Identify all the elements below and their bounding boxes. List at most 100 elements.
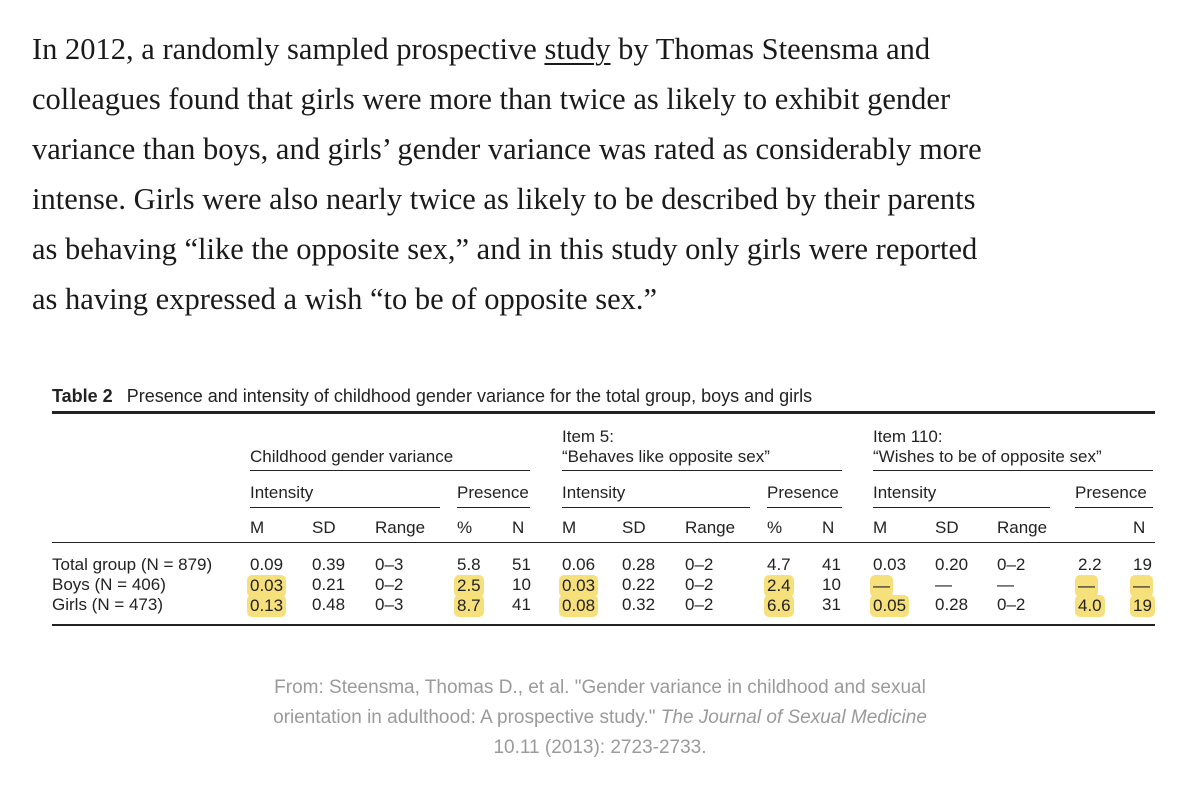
rule (250, 470, 530, 471)
cell: 0.48 (312, 595, 346, 614)
column-header: Range (685, 518, 736, 537)
column-header: SD (935, 518, 959, 537)
subheader: Presence (1075, 483, 1147, 502)
column-header: % (457, 518, 473, 537)
group-header: “Wishes to be of opposite sex” (873, 447, 1102, 466)
caption-text: orientation in adulthood: A prospective … (273, 707, 661, 728)
subheader: Presence (767, 483, 839, 502)
column-header: N (822, 518, 835, 537)
cell: 4.7 (767, 555, 791, 574)
text: by Thomas Steensma and (610, 32, 931, 66)
cell: 0.22 (622, 575, 656, 594)
cell: 0–2 (375, 575, 404, 594)
cell: 41 (822, 555, 841, 574)
cell: 0.03 (559, 575, 599, 597)
paragraph: In 2012, a randomly sampled prospective … (32, 24, 982, 324)
column-header: M (562, 518, 577, 537)
rule (562, 470, 842, 471)
cell: 0.08 (559, 595, 599, 617)
cell: 10 (822, 575, 841, 594)
rule (873, 470, 1153, 471)
caption: From: Steensma, Thomas D., et al. "Gende… (0, 673, 1200, 763)
cell: 0.03 (873, 555, 907, 574)
cell: 4.0 (1075, 595, 1105, 617)
group-header: Childhood gender variance (250, 447, 454, 466)
group-header: Item 5: (562, 427, 614, 446)
subheader: Presence (457, 483, 529, 502)
subheader: Intensity (562, 483, 626, 502)
row-label: Boys (N = 406) (52, 575, 166, 594)
caption-line: orientation in adulthood: A prospective … (0, 703, 1200, 733)
cell: — (1130, 575, 1153, 597)
cell: 0–3 (375, 555, 404, 574)
cell: 0–2 (685, 555, 714, 574)
cell: 2.5 (454, 575, 484, 597)
text: In 2012, a randomly sampled prospective (32, 32, 545, 66)
text: variance than boys, and girls’ gender va… (32, 132, 982, 166)
group-header: Item 110: (873, 427, 943, 446)
text-line: In 2012, a randomly sampled prospective … (32, 24, 982, 74)
cell: 0.03 (247, 575, 287, 597)
row-label: Total group (N = 879) (52, 555, 213, 574)
cell: 19 (1130, 595, 1155, 617)
cell: 0–3 (375, 595, 404, 614)
cell: — (997, 575, 1014, 594)
cell: 5.8 (457, 555, 481, 574)
caption-line: From: Steensma, Thomas D., et al. "Gende… (274, 677, 926, 698)
column-header: Range (997, 518, 1048, 537)
cell: 0–2 (997, 595, 1026, 614)
cell: 2.2 (1078, 555, 1102, 574)
cell: 0–2 (685, 595, 714, 614)
cell: 0–2 (685, 575, 714, 594)
journal: The Journal of Sexual Medicine (660, 707, 927, 728)
cell: 0.09 (250, 555, 284, 574)
cell: 0.28 (622, 555, 656, 574)
rule (52, 542, 1155, 543)
rule (52, 411, 1155, 414)
cell: 51 (512, 555, 531, 574)
cell: 19 (1133, 555, 1152, 574)
cell: 41 (512, 595, 531, 614)
cell: 10 (512, 575, 531, 594)
text: intense. Girls were also nearly twice as… (32, 182, 976, 216)
rule (250, 507, 440, 508)
rule (562, 507, 750, 508)
text-line: colleagues found that girls were more th… (32, 74, 982, 124)
link[interactable]: study (544, 32, 611, 66)
row-label: Girls (N = 473) (52, 595, 163, 614)
rule (1075, 507, 1153, 508)
text-line: as behaving “like the opposite sex,” and… (32, 224, 982, 274)
group-header: “Behaves like opposite sex” (562, 447, 770, 466)
column-header: SD (312, 518, 336, 537)
cell: 8.7 (454, 595, 484, 617)
text: as behaving “like the opposite sex,” and… (32, 232, 978, 266)
cell: 2.4 (764, 575, 794, 597)
rule (457, 507, 530, 508)
column-header: SD (622, 518, 646, 537)
cell: 6.6 (764, 595, 794, 617)
cell: — (870, 575, 893, 597)
rule (767, 507, 842, 508)
caption-line: 10.11 (2013): 2723-2733. (493, 737, 707, 758)
text-line: as having expressed a wish “to be of opp… (32, 274, 982, 324)
cell: 0.20 (935, 555, 969, 574)
rule (52, 624, 1155, 626)
text-line: variance than boys, and girls’ gender va… (32, 124, 982, 174)
cell: 0.13 (247, 595, 287, 617)
subheader: Intensity (250, 483, 314, 502)
cell: — (1075, 575, 1098, 597)
column-header: M (250, 518, 265, 537)
rule (873, 507, 1050, 508)
table-title-text: Presence and intensity of childhood gend… (126, 386, 813, 406)
column-header: % (767, 518, 783, 537)
cell: 0–2 (997, 555, 1026, 574)
cell: — (935, 575, 952, 594)
text-line: intense. Girls were also nearly twice as… (32, 174, 982, 224)
table-label: Table 2 (52, 386, 113, 406)
cell: 0.39 (312, 555, 346, 574)
column-header: N (1133, 518, 1146, 537)
table-title: Table 2 Presence and intensity of childho… (52, 386, 812, 406)
cell: 0.21 (312, 575, 346, 594)
cell: 0.32 (622, 595, 656, 614)
